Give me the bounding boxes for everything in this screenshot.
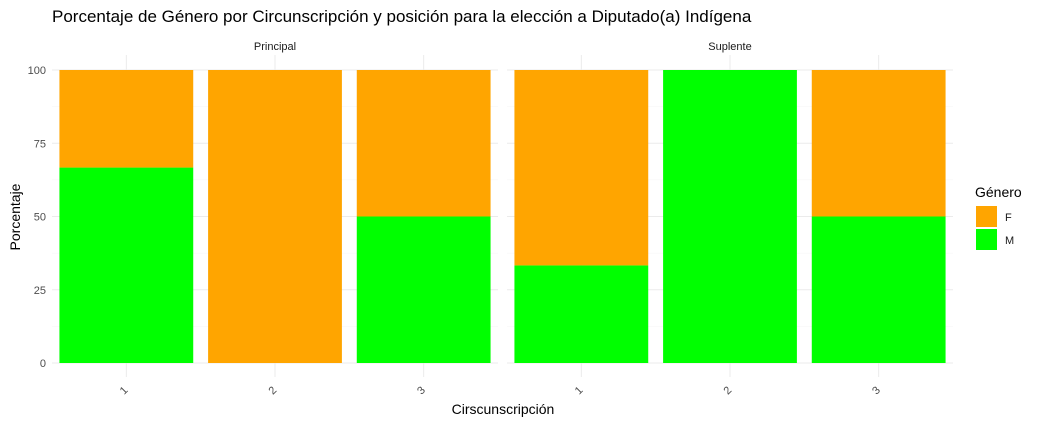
legend-key-f (976, 206, 997, 227)
facet-panel-suplente: Suplente 1 2 3 (507, 41, 953, 397)
chart-title: Porcentaje de Género por Circunscripción… (52, 7, 752, 26)
y-tick-label: 75 (34, 138, 46, 150)
bar-segment-f (208, 70, 342, 363)
x-tick-label: 1 (573, 384, 586, 397)
bar-segment-m (59, 167, 194, 363)
bar-segment-f (356, 70, 491, 217)
bar-segment-m (663, 70, 797, 363)
bar-segment-m (356, 216, 491, 363)
facet-strip-label: Principal (254, 41, 296, 53)
x-tick-label: 3 (415, 384, 428, 397)
y-tick-label: 50 (34, 212, 46, 224)
facets-group: Principal 1 2 3 0 25 50 75 100 Suplente 1 2 3 (28, 41, 953, 397)
x-tick-label: 1 (118, 384, 131, 397)
bar-segment-m (811, 216, 946, 363)
bar-segment-f (514, 70, 649, 266)
legend-label-f: F (1005, 212, 1012, 224)
legend-label-m: M (1005, 235, 1014, 247)
legend-key-m (976, 229, 997, 250)
y-tick-label: 0 (40, 358, 46, 370)
y-axis-title: Porcentaje (7, 183, 23, 250)
legend-title: Género (975, 184, 1022, 200)
bar-segment-m (514, 265, 649, 363)
bar-segment-f (811, 70, 946, 217)
bar-segment-f (59, 70, 194, 168)
facet-panel-principal: Principal 1 2 3 0 25 50 75 100 (28, 41, 498, 397)
x-axis-title: Cirscunscripción (452, 401, 555, 417)
x-tick-label: 3 (870, 384, 883, 397)
y-tick-label: 25 (34, 285, 46, 297)
y-tick-label: 100 (28, 65, 46, 77)
legend: Género FM (975, 184, 1022, 250)
x-tick-label: 2 (721, 384, 734, 397)
x-tick-label: 2 (266, 384, 279, 397)
facet-strip-label: Suplente (708, 41, 751, 53)
